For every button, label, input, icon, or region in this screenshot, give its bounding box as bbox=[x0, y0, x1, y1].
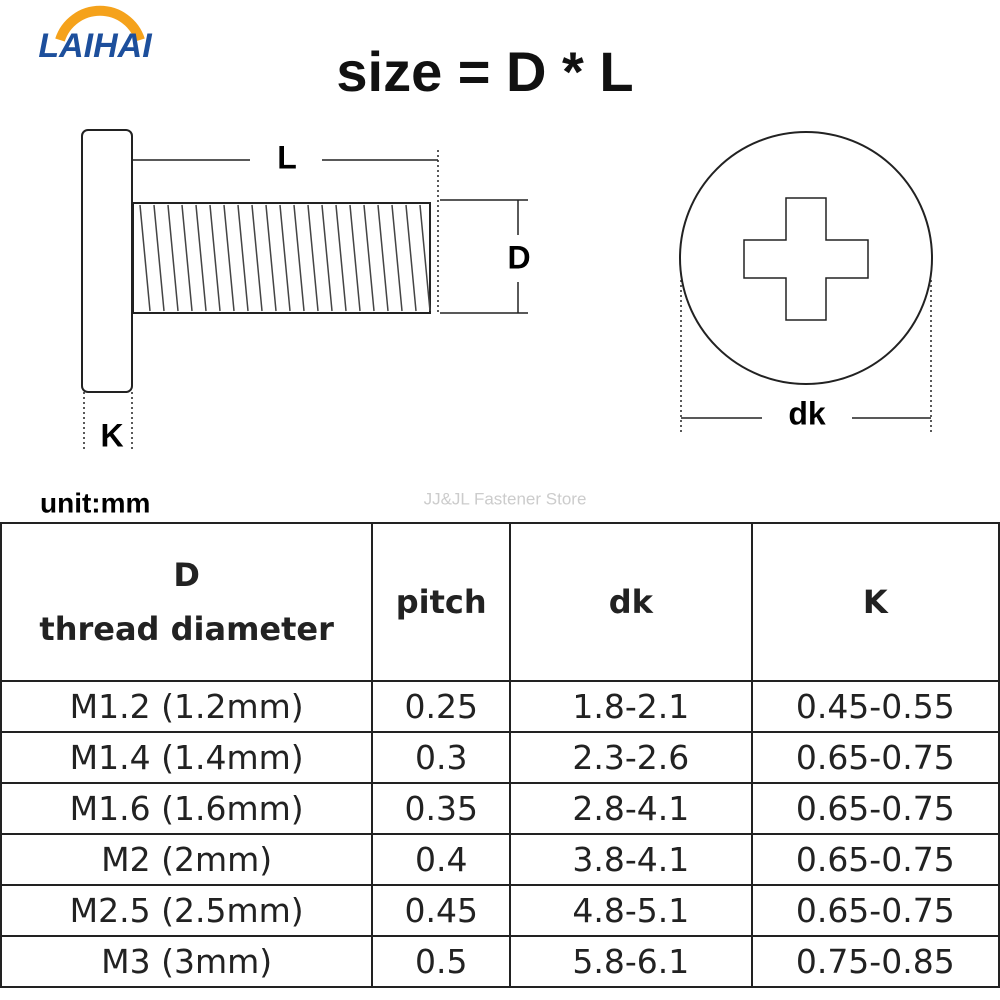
dim-label: dk bbox=[788, 395, 826, 431]
thread-line bbox=[335, 204, 347, 312]
table-row: M2.5 (2.5mm) 0.45 4.8-5.1 0.65-0.75 bbox=[0, 884, 1000, 937]
table-row: M1.2 (1.2mm) 0.25 1.8-2.1 0.45-0.55 bbox=[0, 680, 1000, 733]
head-top-view bbox=[679, 131, 933, 385]
table-body: M1.2 (1.2mm) 0.25 1.8-2.1 0.45-0.55 M1.4 (1.… bbox=[0, 680, 1000, 988]
header-cell: dk bbox=[509, 522, 753, 682]
thread-line bbox=[237, 204, 249, 312]
title: size = D * L bbox=[336, 40, 633, 103]
thread-line bbox=[195, 204, 207, 312]
thread-line bbox=[307, 204, 319, 312]
table-cell: 1.8-2.1 bbox=[509, 680, 753, 733]
table-cell: 0.65-0.75 bbox=[750, 782, 1000, 835]
table-cell: 0.45-0.55 bbox=[750, 680, 1000, 733]
thread-line bbox=[279, 204, 291, 312]
header-cell: D thread diameter bbox=[0, 522, 374, 682]
table-row: M3 (3mm) 0.5 5.8-6.1 0.75-0.85 bbox=[0, 935, 1000, 988]
table-cell: 0.75-0.85 bbox=[750, 935, 1000, 988]
screw-head bbox=[81, 129, 133, 393]
table-cell: M1.6 (1.6mm) bbox=[0, 782, 374, 835]
dim-label: D bbox=[507, 239, 530, 275]
thread-line bbox=[363, 204, 375, 312]
phillips-recess bbox=[743, 197, 869, 321]
table-cell: 0.35 bbox=[371, 782, 512, 835]
thread-line bbox=[349, 204, 361, 312]
table-cell: 2.3-2.6 bbox=[509, 731, 753, 784]
thread-line bbox=[209, 204, 221, 312]
table-cell: 0.4 bbox=[371, 833, 512, 886]
thread-line bbox=[419, 204, 431, 312]
table-cell: 0.45 bbox=[371, 884, 512, 937]
table-cell: 0.65-0.75 bbox=[750, 833, 1000, 886]
table-cell: 0.65-0.75 bbox=[750, 884, 1000, 937]
table-cell: M2 (2mm) bbox=[0, 833, 374, 886]
table-cell: 0.3 bbox=[371, 731, 512, 784]
table-row: M2 (2mm) 0.4 3.8-4.1 0.65-0.75 bbox=[0, 833, 1000, 886]
thread-line bbox=[391, 204, 403, 312]
thread-line bbox=[405, 204, 417, 312]
watermark: JJ&JL Fastener Store bbox=[424, 489, 587, 508]
thread-line bbox=[167, 204, 179, 312]
table-cell: M1.2 (1.2mm) bbox=[0, 680, 374, 733]
logo: LAIHAI bbox=[38, 27, 153, 65]
diagram: LAIHAI size = D * L L D K dk unit:mm JJ&… bbox=[38, 5, 933, 518]
header-cell: K bbox=[750, 522, 1000, 682]
table-cell: 5.8-6.1 bbox=[509, 935, 753, 988]
logo-arc bbox=[55, 5, 145, 42]
thread-line bbox=[139, 204, 151, 312]
thread-line bbox=[321, 204, 333, 312]
table-cell: M1.4 (1.4mm) bbox=[0, 731, 374, 784]
table-cell: 3.8-4.1 bbox=[509, 833, 753, 886]
table-cell: M3 (3mm) bbox=[0, 935, 374, 988]
unit-label: unit:mm bbox=[40, 487, 150, 518]
thread-line bbox=[223, 204, 235, 312]
thread-line bbox=[181, 204, 193, 312]
thread-line bbox=[293, 204, 305, 312]
thread-line bbox=[265, 204, 277, 312]
thread-line bbox=[153, 204, 165, 312]
table-cell: 0.25 bbox=[371, 680, 512, 733]
table-row: M1.6 (1.6mm) 0.35 2.8-4.1 0.65-0.75 bbox=[0, 782, 1000, 835]
table-row: M1.4 (1.4mm) 0.3 2.3-2.6 0.65-0.75 bbox=[0, 731, 1000, 784]
header-row: D thread diameter pitch dk K bbox=[0, 522, 1000, 682]
table-cell: 0.5 bbox=[371, 935, 512, 988]
thread-line bbox=[251, 204, 263, 312]
table-cell: 4.8-5.1 bbox=[509, 884, 753, 937]
dim-label: L bbox=[277, 139, 297, 175]
table-cell: 2.8-4.1 bbox=[509, 782, 753, 835]
spec-table: D thread diameter pitch dk K M1.2 (1.2mm) 0.… bbox=[0, 522, 1000, 988]
thread-line bbox=[377, 204, 389, 312]
table-cell: M2.5 (2.5mm) bbox=[0, 884, 374, 937]
table-cell: 0.65-0.75 bbox=[750, 731, 1000, 784]
dim-label: K bbox=[100, 417, 123, 453]
header-cell: pitch bbox=[371, 522, 512, 682]
